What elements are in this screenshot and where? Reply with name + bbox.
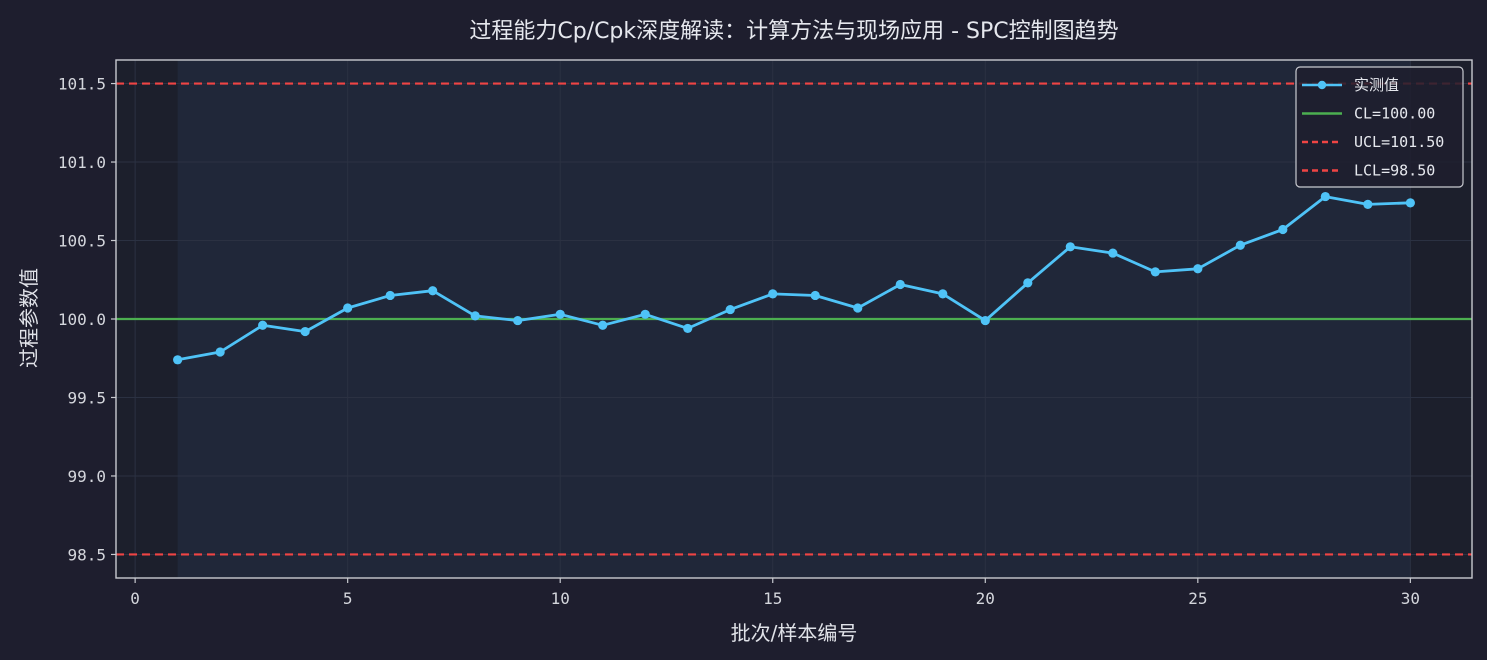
x-tick-label: 15 xyxy=(763,589,782,608)
data-point xyxy=(470,311,480,321)
legend-marker xyxy=(1317,80,1327,90)
data-point xyxy=(853,303,863,313)
data-point xyxy=(1150,267,1160,277)
control-limit-lines xyxy=(116,82,1472,556)
data-point xyxy=(385,290,395,301)
chart-title: 过程能力Cp/Cpk深度解读：计算方法与现场应用 - SPC控制图趋势 xyxy=(469,19,1118,44)
data-point xyxy=(555,309,565,319)
data-point xyxy=(215,347,225,357)
data-point xyxy=(640,309,650,319)
x-axis-title: 批次/样本编号 xyxy=(731,621,858,645)
data-point xyxy=(810,290,820,301)
x-axis-ticks: 0 5 10 15 20 25 30 xyxy=(130,578,1420,608)
y-axis-ticks: 98.5 99.0 99.5 100.0 100.5 101.0 101.5 xyxy=(58,75,116,564)
y-tick-label: 99.5 xyxy=(67,388,106,407)
data-point xyxy=(1023,278,1033,288)
x-tick-label: 25 xyxy=(1188,589,1207,608)
data-point xyxy=(725,304,735,315)
data-point xyxy=(1363,199,1373,210)
data-point xyxy=(895,279,905,290)
data-point xyxy=(428,286,438,296)
y-tick-label: 99.0 xyxy=(67,467,106,486)
legend-label: 实测值 xyxy=(1354,76,1399,94)
y-tick-label: 101.0 xyxy=(58,153,106,172)
y-axis-title: 过程参数值 xyxy=(17,268,41,368)
data-point xyxy=(1405,198,1415,208)
data-point xyxy=(173,355,183,365)
legend-label: UCL=101.50 xyxy=(1354,133,1444,151)
data-point xyxy=(513,315,523,326)
x-tick-label: 30 xyxy=(1401,589,1420,608)
data-point xyxy=(768,289,778,299)
series-line xyxy=(177,195,1411,362)
data-point xyxy=(1278,224,1288,235)
data-point xyxy=(1108,248,1118,258)
data-point xyxy=(1065,242,1075,252)
measured-series xyxy=(173,191,1415,365)
data-point xyxy=(258,320,268,330)
legend-box xyxy=(1295,66,1464,188)
legend: 实测值 CL=100.00 UCL=101.50 LCL=98.50 xyxy=(1295,66,1464,188)
x-tick-label: 0 xyxy=(130,589,140,608)
plot-area xyxy=(115,59,1473,579)
y-tick-label: 101.5 xyxy=(58,75,106,94)
legend-label: LCL=98.50 xyxy=(1354,162,1435,180)
data-point xyxy=(1235,240,1245,250)
y-tick-label: 100.5 xyxy=(58,232,106,251)
data-point xyxy=(300,326,310,337)
x-tick-label: 5 xyxy=(343,589,353,608)
x-tick-label: 10 xyxy=(551,589,570,608)
y-tick-label: 100.0 xyxy=(58,310,106,329)
y-tick-label: 98.5 xyxy=(67,545,106,564)
data-point xyxy=(683,323,693,334)
legend-label: CL=100.00 xyxy=(1354,105,1435,123)
data-point xyxy=(1193,264,1203,274)
x-tick-label: 20 xyxy=(976,589,995,608)
data-point xyxy=(598,320,608,330)
data-point xyxy=(938,289,948,299)
data-point xyxy=(1320,191,1330,202)
data-point xyxy=(343,303,353,313)
data-point xyxy=(980,315,990,326)
